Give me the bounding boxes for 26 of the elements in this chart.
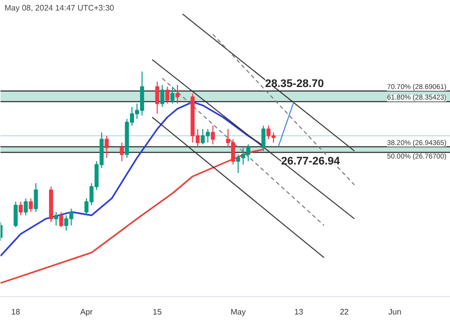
x-tick-label: Jun (388, 308, 402, 316)
candlestick (120, 142, 124, 162)
x-tick-label: Apr (80, 308, 94, 316)
candlestick (160, 84, 164, 108)
annotation: 28.35-28.70 (265, 78, 324, 90)
candlestick (34, 182, 38, 212)
x-tick-label: May (230, 308, 246, 316)
candlestick (18, 201, 23, 216)
x-tick-label: 13 (294, 308, 304, 316)
x-tick-label: 22 (340, 308, 350, 316)
candlestick (104, 135, 109, 158)
candlestick (210, 125, 215, 145)
candlestick (54, 211, 58, 226)
x-tick-label: 18 (11, 308, 21, 316)
text: May 08, 2024 14:47 UTC+3:30 (4, 4, 115, 12)
candlestick (155, 81, 160, 114)
candlestick (175, 84, 180, 104)
candlestick (170, 86, 174, 104)
candlestick (59, 211, 64, 228)
candlestick (24, 198, 28, 216)
annotation: 26.77-26.94 (281, 155, 341, 168)
candlestick (165, 86, 170, 104)
candlestick (261, 125, 266, 152)
candlestick (14, 201, 18, 228)
candlestick (28, 198, 33, 212)
x-tick-label: 15 (152, 308, 162, 316)
